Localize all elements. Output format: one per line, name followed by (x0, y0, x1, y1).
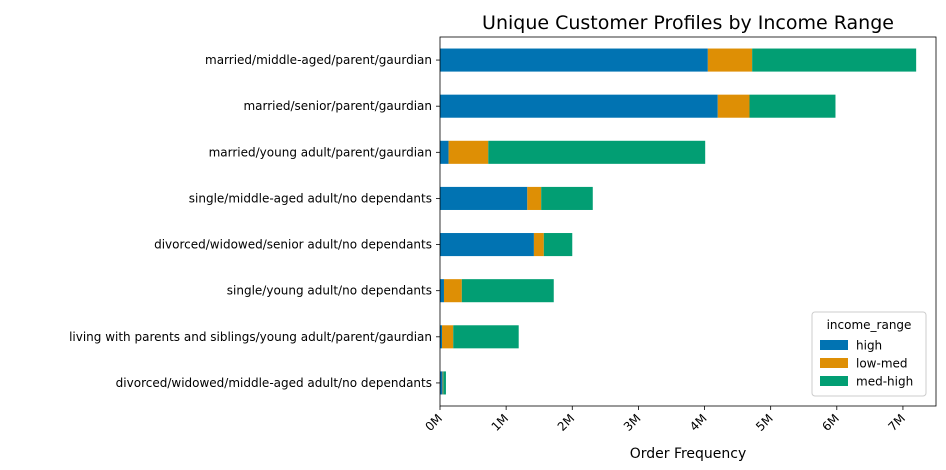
bar-med-high-1[interactable] (749, 94, 836, 118)
plot-frame (439, 36, 937, 407)
bar-high-7[interactable] (440, 371, 443, 395)
bar-high-3[interactable] (440, 186, 528, 210)
legend-label-med-high: med-high (856, 375, 913, 389)
x-tick-label: 0M (422, 411, 445, 434)
x-tick-label: 5M (753, 411, 776, 434)
x-tick-label: 4M (687, 411, 710, 434)
legend-swatch-med-high (820, 376, 848, 386)
bar-high-6[interactable] (440, 325, 442, 349)
bar-high-1[interactable] (440, 94, 718, 118)
x-tick-label: 7M (885, 411, 908, 434)
legend-swatch-low-med (820, 358, 848, 368)
bar-low-med-0[interactable] (707, 48, 753, 72)
y-tick-label: married/senior/parent/gaurdian (243, 99, 432, 113)
bar-med-high-7[interactable] (443, 371, 446, 395)
y-tick-label: single/young adult/no dependants (227, 284, 432, 298)
bars-group (440, 48, 917, 395)
bar-low-med-4[interactable] (533, 233, 544, 257)
bar-low-med-1[interactable] (717, 94, 750, 118)
legend-label-high: high (856, 339, 882, 353)
bar-high-0[interactable] (440, 48, 708, 72)
y-tick-label: married/young adult/parent/gaurdian (209, 145, 432, 159)
bar-med-high-2[interactable] (488, 140, 706, 164)
bar-low-med-7[interactable] (442, 371, 444, 395)
legend-box (811, 311, 927, 397)
x-tick-label: 6M (819, 411, 842, 434)
bar-low-med-6[interactable] (441, 325, 454, 349)
legend-swatch-high (820, 340, 848, 350)
legend-label-low-med: low-med (856, 357, 908, 371)
x-axis-label: Order Frequency (630, 446, 747, 462)
bar-med-high-4[interactable] (543, 233, 573, 257)
x-tick-label: 2M (555, 411, 578, 434)
x-tick-label: 1M (489, 411, 512, 434)
x-axis: 0M 1M 2M 3M 4M 5M 6M 7M (422, 406, 908, 434)
x-tick-label: 3M (621, 411, 644, 434)
y-tick-label: married/middle-aged/parent/gaurdian (205, 53, 432, 67)
bar-low-med-5[interactable] (443, 279, 462, 303)
bar-high-2[interactable] (440, 140, 449, 164)
y-tick-label: divorced/widowed/senior adult/no dependa… (154, 238, 432, 252)
legend-title: income_range (827, 318, 912, 332)
bar-med-high-5[interactable] (461, 279, 554, 303)
bar-high-4[interactable] (440, 233, 534, 257)
y-tick-label: divorced/widowed/middle-aged adult/no de… (116, 376, 432, 390)
bar-low-med-2[interactable] (448, 140, 489, 164)
chart-title: Unique Customer Profiles by Income Range (482, 12, 894, 34)
bar-med-high-0[interactable] (752, 48, 917, 72)
bar-high-5[interactable] (440, 279, 444, 303)
y-axis: married/middle-aged/parent/gaurdian marri… (69, 53, 440, 390)
y-tick-label: single/middle-aged adult/no dependants (189, 191, 432, 205)
y-tick-label: living with parents and siblings/young a… (69, 330, 432, 344)
bar-med-high-6[interactable] (453, 325, 519, 349)
bar-low-med-3[interactable] (527, 186, 542, 210)
bar-med-high-3[interactable] (541, 186, 593, 210)
